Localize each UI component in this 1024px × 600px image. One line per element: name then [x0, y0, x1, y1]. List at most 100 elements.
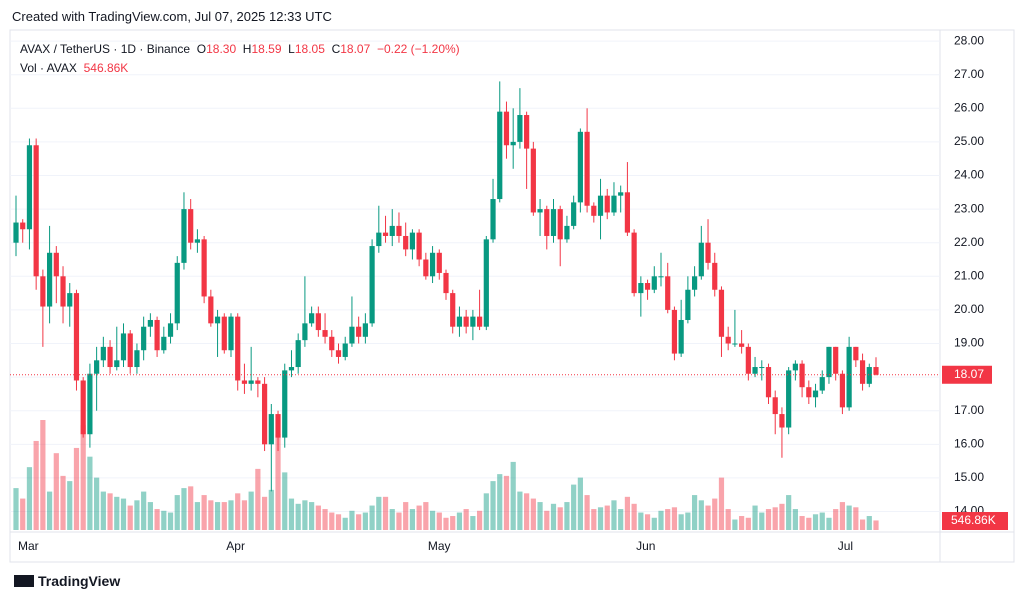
ohlc-key: O: [196, 42, 207, 56]
volume-bar: [718, 477, 725, 530]
volume-bar: [322, 509, 328, 530]
volume-bar: [409, 509, 416, 530]
candle-body: [174, 262, 180, 324]
volume-bar: [87, 456, 93, 530]
candle-body: [376, 232, 382, 247]
ohlc: O18.30 H18.59 L18.05 C18.07: [190, 42, 371, 56]
candle-body: [40, 276, 46, 307]
candle-body: [846, 346, 852, 408]
candle-body: [161, 336, 167, 351]
volume-bar: [510, 461, 516, 530]
volume-bar: [530, 498, 536, 530]
candle-body: [120, 333, 127, 361]
volume-bar: [67, 481, 73, 530]
volume-bar: [812, 514, 819, 530]
volume-bar: [772, 507, 778, 530]
volume-bar: [194, 502, 201, 530]
candle-body: [476, 316, 483, 327]
volume-bar: [100, 491, 106, 530]
candle-body: [678, 319, 684, 354]
y-tick-label: 22.00: [954, 235, 984, 249]
y-tick-label: 15.00: [954, 470, 984, 484]
volume-bar: [564, 502, 570, 530]
candle-body: [524, 115, 530, 149]
volume-bar: [483, 493, 489, 530]
volume-bar: [806, 517, 812, 530]
candle-body: [806, 387, 812, 398]
volume-bar: [416, 505, 422, 530]
volume-bar: [765, 509, 772, 530]
ohlc-key: C: [331, 42, 341, 56]
candle-body: [248, 380, 254, 384]
candle-body: [295, 340, 301, 368]
volume-bar: [786, 495, 792, 530]
volume-bar: [732, 519, 738, 530]
candle-body: [26, 145, 33, 230]
candle-body: [651, 276, 657, 290]
candle-body: [134, 350, 140, 368]
candle-body: [127, 333, 133, 368]
candle-body: [362, 323, 368, 337]
candle-body: [779, 414, 785, 428]
candle-body: [772, 397, 778, 415]
candle-body: [147, 319, 153, 327]
candle-body: [671, 309, 678, 354]
candle-body: [302, 323, 308, 341]
volume-bar: [275, 433, 281, 530]
logo: [14, 575, 34, 587]
y-tick-label: 27.00: [954, 67, 984, 81]
candle-body: [584, 131, 590, 206]
volume-bar: [799, 516, 805, 530]
volume-bar: [678, 514, 684, 530]
volume-bar: [147, 502, 153, 530]
volume-bar: [282, 472, 288, 530]
candle-body: [396, 225, 402, 236]
candle-body: [416, 232, 422, 260]
volume-bar: [725, 509, 731, 530]
ohlc-value: 18.07: [340, 42, 371, 56]
brand: TradingView: [38, 573, 121, 589]
volume-bar: [40, 420, 46, 530]
candle-body: [60, 276, 66, 307]
volume-bar: [476, 510, 483, 530]
volume-badge: [942, 512, 1008, 530]
volume-bar: [396, 512, 402, 530]
candle-body: [799, 363, 805, 388]
price-badge: [942, 365, 992, 384]
frame: [9, 29, 1015, 563]
volume-bar: [315, 505, 321, 530]
candle-body: [423, 259, 429, 277]
volume-bar: [698, 500, 704, 530]
volume-bar: [188, 486, 194, 530]
candle-body: [470, 316, 476, 327]
volume-bar: [33, 440, 39, 530]
volume-bar: [201, 495, 207, 530]
volume-bar: [73, 447, 80, 530]
volume-bar: [456, 512, 463, 530]
volume-bar: [550, 503, 557, 530]
y-tick-label: 23.00: [954, 201, 984, 215]
volume-bar: [80, 425, 86, 530]
candle-body: [658, 276, 664, 278]
volume-bar: [705, 505, 711, 530]
x-tick-label: Jun: [636, 539, 655, 553]
volume-bar: [248, 491, 254, 530]
candle-body: [490, 199, 496, 240]
legend: AVAX / TetherUS · 1D · Binance O18.30 H1…: [20, 40, 460, 78]
candle-body: [618, 192, 624, 196]
y-tick-label: 17.00: [954, 403, 984, 417]
volume-bar: [584, 495, 590, 530]
candle-body: [167, 323, 174, 337]
candle-body: [497, 111, 503, 200]
volume-bar: [759, 512, 765, 530]
volume-bar: [362, 512, 368, 530]
candle-body: [268, 414, 274, 445]
volume-bar: [577, 477, 583, 530]
candle-body: [349, 326, 355, 344]
candle-body: [87, 373, 93, 435]
candle-body: [382, 232, 389, 236]
candle-body: [765, 367, 772, 398]
volume-bar: [342, 517, 348, 530]
volume-bar: [141, 491, 147, 530]
